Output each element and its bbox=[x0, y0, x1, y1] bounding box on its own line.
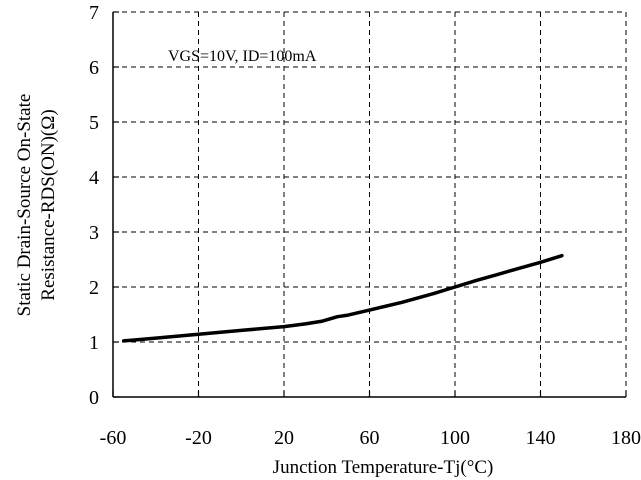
annotation-text: VGS=10V, ID=100mA bbox=[168, 48, 317, 65]
y-tick-label: 5 bbox=[89, 112, 99, 134]
y-tick-label: 6 bbox=[89, 57, 99, 79]
axes bbox=[112, 11, 627, 398]
x-tick-label: 140 bbox=[526, 427, 556, 449]
y-axis-title: Static Drain-Source On-State Resistance-… bbox=[14, 94, 59, 317]
x-tick-label: -20 bbox=[185, 427, 212, 449]
series-line bbox=[121, 253, 564, 343]
x-tick-label: 60 bbox=[360, 427, 380, 449]
y-tick-label: 2 bbox=[89, 277, 99, 299]
series bbox=[121, 253, 564, 343]
y-tick-label: 7 bbox=[89, 2, 99, 24]
y-axis-title-line-1: Static Drain-Source On-State bbox=[14, 94, 35, 317]
y-axis-title-line-2: Resistance-RDS(ON)(Ω) bbox=[38, 109, 59, 300]
x-axis-title: Junction Temperature-Tj(°C) bbox=[273, 457, 494, 478]
y-tick-label: 4 bbox=[89, 167, 99, 189]
x-tick-label: 180 bbox=[611, 427, 641, 449]
x-tick-label: -60 bbox=[100, 427, 127, 449]
y-tick-label: 1 bbox=[89, 332, 99, 354]
y-tick-label: 3 bbox=[89, 222, 99, 244]
x-tick-label: 100 bbox=[440, 427, 470, 449]
y-tick-label: 0 bbox=[89, 387, 99, 409]
x-tick-label: 20 bbox=[274, 427, 294, 449]
tick-labels: 0 1 2 3 4 5 6 7 -60 -20 20 60 100 140 180 bbox=[89, 2, 641, 449]
grid bbox=[113, 11, 627, 397]
